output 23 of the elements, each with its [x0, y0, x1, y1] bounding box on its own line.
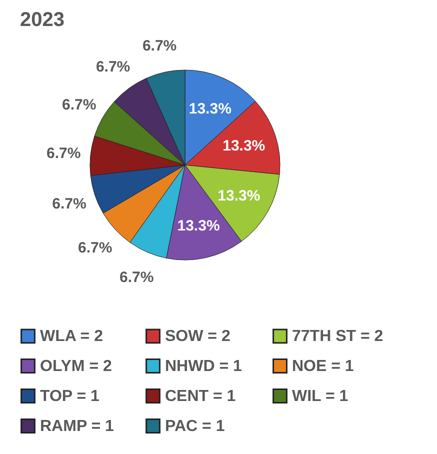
chart-title: 2023	[20, 9, 64, 31]
data-label: 6.7%	[78, 239, 112, 256]
data-label: 6.7%	[119, 268, 154, 286]
legend-label: CENT = 1	[165, 388, 236, 405]
data-label: 13.3%	[218, 188, 260, 205]
legend-label: NHWD = 1	[165, 358, 242, 375]
legend-label: TOP = 1	[40, 388, 100, 405]
data-label: 6.7%	[52, 196, 86, 213]
data-label: 6.7%	[96, 58, 130, 76]
legend-label: 77TH ST = 2	[292, 328, 384, 346]
legend-label: WIL = 1	[292, 388, 348, 405]
data-label: 6.7%	[142, 38, 177, 55]
legend-label: OLYM = 2	[40, 358, 112, 375]
legend-label: NOE = 1	[292, 358, 354, 375]
legend-label: RAMP = 1	[40, 418, 114, 435]
legend-label: SOW = 2	[165, 328, 230, 346]
data-label: 13.3%	[177, 218, 220, 235]
data-label: 13.3%	[188, 100, 232, 118]
data-label: 13.3%	[222, 138, 266, 155]
data-label: 6.7%	[62, 96, 96, 114]
legend-label: WLA = 2	[40, 328, 104, 346]
data-label: 6.7%	[46, 144, 81, 162]
legend-label: PAC = 1	[165, 418, 225, 435]
